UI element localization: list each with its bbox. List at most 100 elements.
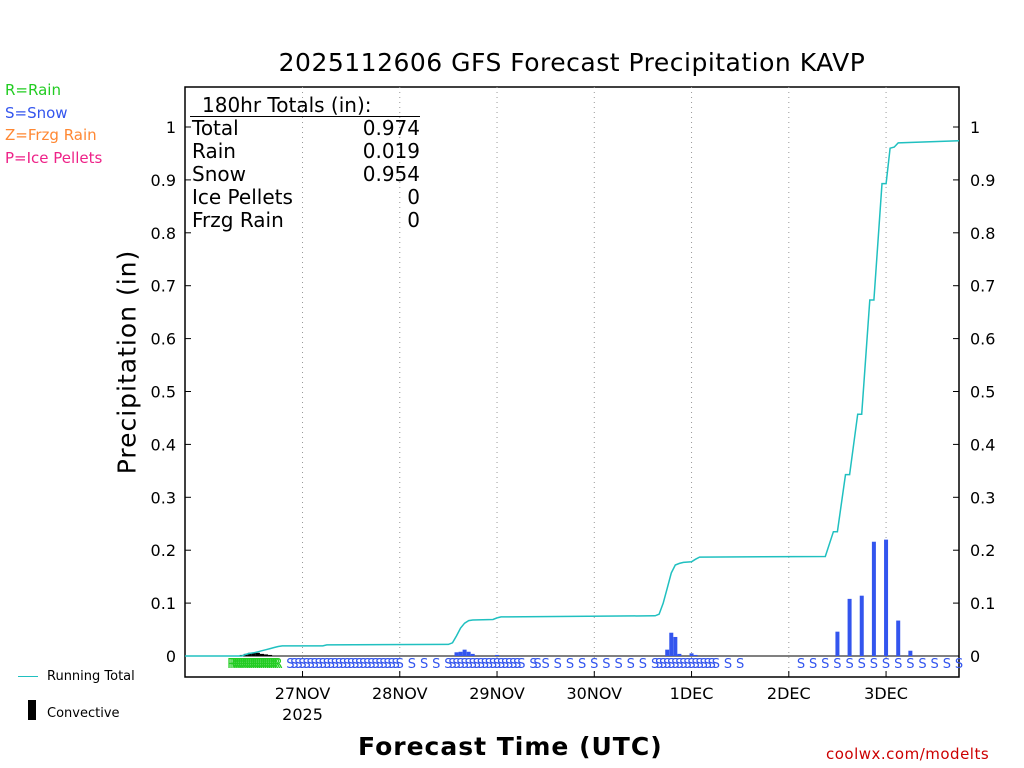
rain-marker: R [233,657,242,672]
running-total-label: Running Total [47,669,135,684]
snow-marker: S [687,657,695,672]
totals-label: Frzg Rain [192,208,284,232]
convective-bar [268,654,273,656]
snow-marker: S [529,657,537,672]
legend-ice-pellets: P=Ice Pellets [5,149,103,167]
rain-marker: R [268,657,277,672]
totals-label: Total [192,116,239,140]
y-tick-label-left: 0.2 [151,541,176,560]
snow-marker: S [651,657,659,672]
snow-marker: S [444,657,452,672]
snow-marker: S [469,657,477,672]
totals-row-frzg-rain: Frzg Rain 0 [190,209,420,232]
snow-bar [908,650,913,656]
snow-marker: S [736,657,744,672]
snow-marker: S [359,657,367,672]
y-tick-label-right: 0.2 [970,541,995,560]
running-total-line [185,140,960,657]
snow-bar [470,653,475,656]
snow-marker: S [327,657,335,672]
snow-marker: S [323,657,331,672]
snow-marker: S [477,657,485,672]
legend-rain: R=Rain [5,81,61,99]
rain-marker: R [274,657,283,672]
rain-marker: R [262,657,271,672]
y-tick-label-left: 0.3 [151,488,176,507]
snow-marker: S [432,657,440,672]
totals-label: Rain [192,139,236,163]
legend-freezing-rain: Z=Frzg Rain [5,126,97,144]
y-tick-label-right: 0.6 [970,330,995,349]
snow-bar [673,636,678,656]
snow-bar [495,654,500,656]
snow-bar [871,541,876,656]
snow-marker: S [388,657,396,672]
convective-swatch [28,700,36,720]
snow-marker: S [396,657,404,672]
snow-marker: S [870,657,878,672]
snow-marker: S [493,657,501,672]
y-tick-label-right: 0.9 [970,171,995,190]
totals-label: Snow [192,162,246,186]
totals-row-ice-pellets: Ice Pellets 0 [190,186,420,209]
y-tick-label-right: 1 [970,118,980,137]
rain-marker: R [253,657,262,672]
snow-marker: S [809,657,817,672]
y-tick-label-right: 0.5 [970,383,995,402]
snow-marker: S [408,657,416,672]
snow-marker: S [505,657,513,672]
snow-marker: S [566,657,574,672]
y-tick-label-left: 0.1 [151,594,176,613]
credit-link[interactable]: coolwx.com/modelts [826,745,990,763]
rain-marker: R [247,657,256,672]
snow-bar [896,620,901,656]
totals-value: 0.954 [362,162,420,186]
convective-bar [255,652,260,656]
rain-marker: R [255,657,264,672]
snow-marker: S [331,657,339,672]
rain-marker: R [245,657,254,672]
snow-marker: S [590,657,598,672]
snow-bar [677,653,682,656]
snow-marker: S [667,657,675,672]
plot-frame [184,86,960,678]
snow-marker: S [319,657,327,672]
y-tick-label-left: 0.6 [151,330,176,349]
y-tick-label-left: 1 [166,118,176,137]
x-tick-label: 1DEC [670,684,714,703]
snow-marker: S [578,657,586,672]
snow-marker: S [931,657,939,672]
y-tick-label-left: 0.9 [151,171,176,190]
snow-marker: S [943,657,951,672]
rain-marker: R [257,657,266,672]
y-tick-label-left: 0.4 [151,435,176,454]
x-axis-label: Forecast Time (UTC) [358,732,663,761]
snow-bar [462,649,467,656]
rain-marker: R [227,657,236,672]
y-tick-label-right: 0.1 [970,594,995,613]
y-tick-label-right: 0.7 [970,277,995,296]
snow-marker: S [465,657,473,672]
snow-bar [669,632,674,656]
x-tick-sublabel: 2025 [282,705,323,724]
snow-marker: S [845,657,853,672]
totals-row-snow: Snow 0.954 [190,163,420,186]
snow-bar [884,539,889,656]
rain-marker: R [235,657,244,672]
snow-marker: S [290,657,298,672]
snow-bar [835,631,840,656]
snow-marker: S [460,657,468,672]
y-tick-label-right: 0 [970,647,980,666]
y-tick-label-right: 0.8 [970,224,995,243]
y-axis-label: Precipitation (in) [112,249,142,475]
convective-bar [259,653,264,656]
snow-marker: S [659,657,667,672]
x-tick-label: 3DEC [864,684,908,703]
snow-marker: S [894,657,902,672]
snow-marker: S [797,657,805,672]
snow-marker: S [833,657,841,672]
x-tick-label: 30NOV [566,684,622,703]
y-tick-label-left: 0.5 [151,383,176,402]
snow-marker: S [517,657,525,672]
snow-marker: S [602,657,610,672]
